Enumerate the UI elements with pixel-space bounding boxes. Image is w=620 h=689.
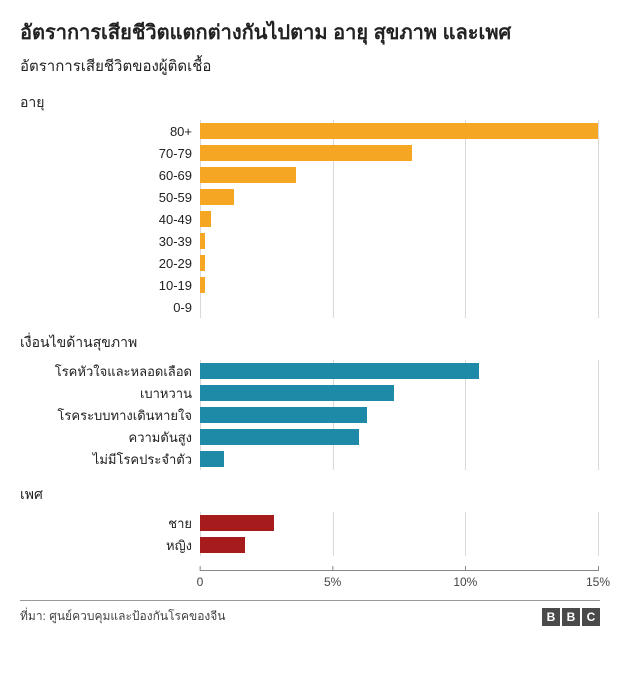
bar-row: เบาหวาน (200, 382, 598, 404)
group-label: เงื่อนไขด้านสุขภาพ (20, 332, 600, 354)
source-text: ที่มา: ศูนย์ควบคุมและป้องกันโรคของจีน (20, 607, 226, 626)
bar (200, 429, 359, 445)
bar-label: 50-59 (20, 190, 200, 205)
bar (200, 407, 367, 423)
bar (200, 255, 205, 271)
bar-label: ไม่มีโรคประจำตัว (20, 449, 200, 470)
bar-label: ความดันสูง (20, 427, 200, 448)
bar-row: 60-69 (200, 164, 598, 186)
bar (200, 211, 211, 227)
bar-row: 70-79 (200, 142, 598, 164)
bar-row: ความดันสูง (200, 426, 598, 448)
bbc-logo-block: C (582, 608, 600, 626)
bar-label: ชาย (20, 513, 200, 534)
group-label: อายุ (20, 92, 600, 114)
bar-row: ชาย (200, 512, 598, 534)
bar (200, 537, 245, 553)
bar (200, 451, 224, 467)
x-tick: 10% (453, 571, 477, 589)
bar-row: 30-39 (200, 230, 598, 252)
plot: โรคหัวใจและหลอดเลือดเบาหวานโรคระบบทางเดิ… (200, 360, 598, 470)
bar-label: หญิง (20, 535, 200, 556)
bar-row: 0-9 (200, 296, 598, 318)
x-tick: 15% (586, 571, 610, 589)
chart-subtitle: อัตราการเสียชีวิตของผู้ติดเชื้อ (20, 54, 600, 78)
bar-label: เบาหวาน (20, 383, 200, 404)
bar-row: 50-59 (200, 186, 598, 208)
bar-row: โรคหัวใจและหลอดเลือด (200, 360, 598, 382)
chart-group: เพศชายหญิง (20, 484, 600, 556)
bar-row: หญิง (200, 534, 598, 556)
bar-label: 70-79 (20, 146, 200, 161)
plot: ชายหญิง (200, 512, 598, 556)
chart-group: อายุ80+70-7960-6950-5940-4930-3920-2910-… (20, 92, 600, 318)
x-tick: 5% (324, 571, 341, 589)
bar-label: 30-39 (20, 234, 200, 249)
bar-row: 20-29 (200, 252, 598, 274)
bar-label: 20-29 (20, 256, 200, 271)
bar-label: 40-49 (20, 212, 200, 227)
bbc-logo-block: B (562, 608, 580, 626)
bar-label: 80+ (20, 124, 200, 139)
bar (200, 145, 412, 161)
x-axis: 05%10%15% (200, 570, 598, 594)
bar (200, 277, 205, 293)
chart-footer: ที่มา: ศูนย์ควบคุมและป้องกันโรคของจีน BB… (20, 600, 600, 626)
bar (200, 167, 296, 183)
bar-row: ไม่มีโรคประจำตัว (200, 448, 598, 470)
bar-label: 10-19 (20, 278, 200, 293)
bar (200, 385, 394, 401)
bar-label: 60-69 (20, 168, 200, 183)
bbc-logo: BBC (542, 608, 600, 626)
bbc-logo-block: B (542, 608, 560, 626)
bar-row: 10-19 (200, 274, 598, 296)
bar (200, 233, 205, 249)
group-label: เพศ (20, 484, 600, 506)
chart-group: เงื่อนไขด้านสุขภาพโรคหัวใจและหลอดเลือดเบ… (20, 332, 600, 470)
bar (200, 123, 598, 139)
bar-label: โรคหัวใจและหลอดเลือด (20, 361, 200, 382)
bar (200, 515, 274, 531)
chart-area: อายุ80+70-7960-6950-5940-4930-3920-2910-… (20, 92, 600, 594)
bar-row: โรคระบบทางเดินหายใจ (200, 404, 598, 426)
bar-label: โรคระบบทางเดินหายใจ (20, 405, 200, 426)
bar-row: 40-49 (200, 208, 598, 230)
chart-title: อัตราการเสียชีวิตแตกต่างกันไปตาม อายุ สุ… (20, 16, 600, 48)
plot: 80+70-7960-6950-5940-4930-3920-2910-190-… (200, 120, 598, 318)
bar-row: 80+ (200, 120, 598, 142)
bar (200, 363, 479, 379)
bar-label: 0-9 (20, 300, 200, 315)
x-tick: 0 (197, 571, 204, 589)
bar (200, 189, 234, 205)
